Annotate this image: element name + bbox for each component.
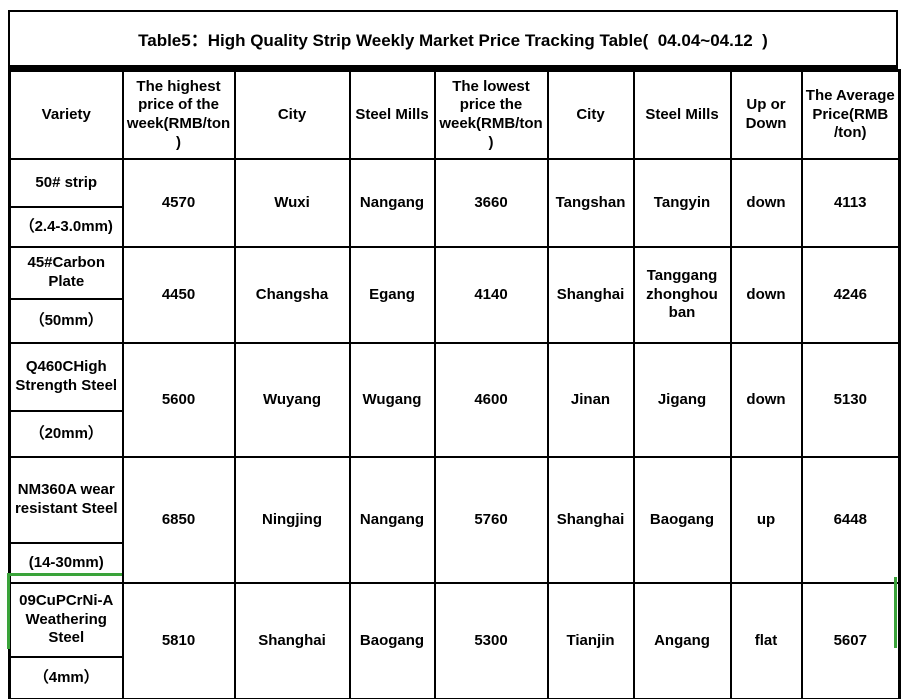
mill-low-cell[interactable]: Tangyin — [632, 158, 732, 248]
trend-cell[interactable]: up — [729, 456, 803, 584]
header-city-low: City — [546, 69, 635, 160]
spec-cell[interactable]: （50mm） — [8, 298, 124, 344]
variety-cell-selected[interactable]: 09CuPCrNi-A Weathering Steel — [8, 582, 124, 658]
city-high-cell[interactable]: Changsha — [233, 246, 351, 344]
city-high-cell[interactable]: Ningjing — [233, 456, 351, 584]
trend-cell[interactable]: down — [729, 342, 803, 458]
header-variety: Variety — [8, 69, 124, 160]
table-row-spec: （20mm） — [8, 410, 900, 458]
variety-cell[interactable]: 50# strip — [8, 158, 124, 208]
mill-low-cell[interactable]: Angang — [632, 582, 732, 699]
lowest-price-cell[interactable]: 5300 — [433, 582, 549, 699]
mill-high-cell[interactable]: Nangang — [348, 456, 436, 584]
table-row: 45#Carbon Plate 4450 Changsha Egang 4140… — [8, 246, 901, 344]
mill-high-cell[interactable]: Nangang — [348, 158, 436, 248]
header-row: Variety The highest price of the week(RM… — [8, 69, 901, 160]
header-average-price: The Average Price(RMB /ton) — [800, 69, 901, 160]
average-price-cell[interactable]: 6448 — [800, 456, 901, 584]
table-row-spec: （50mm） — [8, 298, 900, 344]
table-row: 50# strip 4570 Wuxi Nangang 3660 Tangsha… — [8, 158, 901, 248]
average-price-cell[interactable]: 4113 — [800, 158, 901, 248]
lowest-price-cell[interactable]: 5760 — [433, 456, 549, 584]
city-low-cell[interactable]: Tianjin — [546, 582, 635, 699]
average-price-cell[interactable]: 5607 — [800, 582, 901, 699]
table-row: 09CuPCrNi-A Weathering Steel 5810 Shangh… — [8, 582, 901, 699]
header-up-or-down: Up or Down — [729, 69, 803, 160]
lowest-price-cell[interactable]: 4600 — [433, 342, 549, 458]
city-low-cell[interactable]: Jinan — [546, 342, 635, 458]
trend-cell[interactable]: flat — [729, 582, 803, 699]
city-low-cell[interactable]: Shanghai — [546, 456, 635, 584]
header-steel-mills-high: Steel Mills — [348, 69, 436, 160]
header-lowest-price: The lowest price the week(RMB/ton) — [433, 69, 549, 160]
city-low-cell[interactable]: Tangshan — [546, 158, 635, 248]
lowest-price-cell[interactable]: 4140 — [433, 246, 549, 344]
header-steel-mills-low: Steel Mills — [632, 69, 732, 160]
selection-border-top — [8, 573, 122, 576]
variety-cell[interactable]: Q460CHigh Strength Steel — [8, 342, 124, 412]
mill-high-cell[interactable]: Egang — [348, 246, 436, 344]
table-row: NM360A wear resistant Steel 6850 Ningjin… — [8, 456, 901, 584]
spec-cell[interactable]: （20mm） — [8, 410, 124, 458]
header-highest-price: The highest price of the week(RMB/ton) — [121, 69, 236, 160]
average-price-cell[interactable]: 5130 — [800, 342, 901, 458]
table-row-spec: （2.4-3.0mm) — [8, 206, 900, 248]
table-row: Q460CHigh Strength Steel 5600 Wuyang Wug… — [8, 342, 901, 458]
average-price-cell[interactable]: 4246 — [800, 246, 901, 344]
highest-price-cell[interactable]: 4450 — [121, 246, 236, 344]
variety-cell[interactable]: 45#Carbon Plate — [8, 246, 124, 300]
variety-cell[interactable]: NM360A wear resistant Steel — [8, 456, 124, 544]
selection-border-right — [894, 577, 897, 648]
city-high-cell[interactable]: Shanghai — [233, 582, 351, 699]
mill-high-cell[interactable]: Wugang — [348, 342, 436, 458]
table-row-spec: (14-30mm) — [8, 542, 900, 584]
spec-cell[interactable]: (14-30mm) — [8, 542, 124, 584]
mill-high-cell[interactable]: Baogang — [348, 582, 436, 699]
table-title: Table5：High Quality Strip Weekly Market … — [8, 10, 898, 70]
spec-cell[interactable]: （4mm） — [8, 656, 124, 699]
selection-border-left — [7, 573, 10, 649]
lowest-price-cell[interactable]: 3660 — [433, 158, 549, 248]
mill-low-cell[interactable]: Jigang — [632, 342, 732, 458]
city-high-cell[interactable]: Wuyang — [233, 342, 351, 458]
city-low-cell[interactable]: Shanghai — [546, 246, 635, 344]
header-city-high: City — [233, 69, 351, 160]
city-high-cell[interactable]: Wuxi — [233, 158, 351, 248]
mill-low-cell[interactable]: Tanggang zhonghou ban — [632, 246, 732, 344]
mill-low-cell[interactable]: Baogang — [632, 456, 732, 584]
highest-price-cell[interactable]: 5600 — [121, 342, 236, 458]
trend-cell[interactable]: down — [729, 246, 803, 344]
trend-cell[interactable]: down — [729, 158, 803, 248]
highest-price-cell[interactable]: 5810 — [121, 582, 236, 699]
spec-cell[interactable]: （2.4-3.0mm) — [8, 206, 124, 248]
price-tracking-table: Variety The highest price of the week(RM… — [8, 69, 901, 699]
highest-price-cell[interactable]: 6850 — [121, 456, 236, 584]
table-row-spec: （4mm） — [8, 656, 900, 699]
highest-price-cell[interactable]: 4570 — [121, 158, 236, 248]
